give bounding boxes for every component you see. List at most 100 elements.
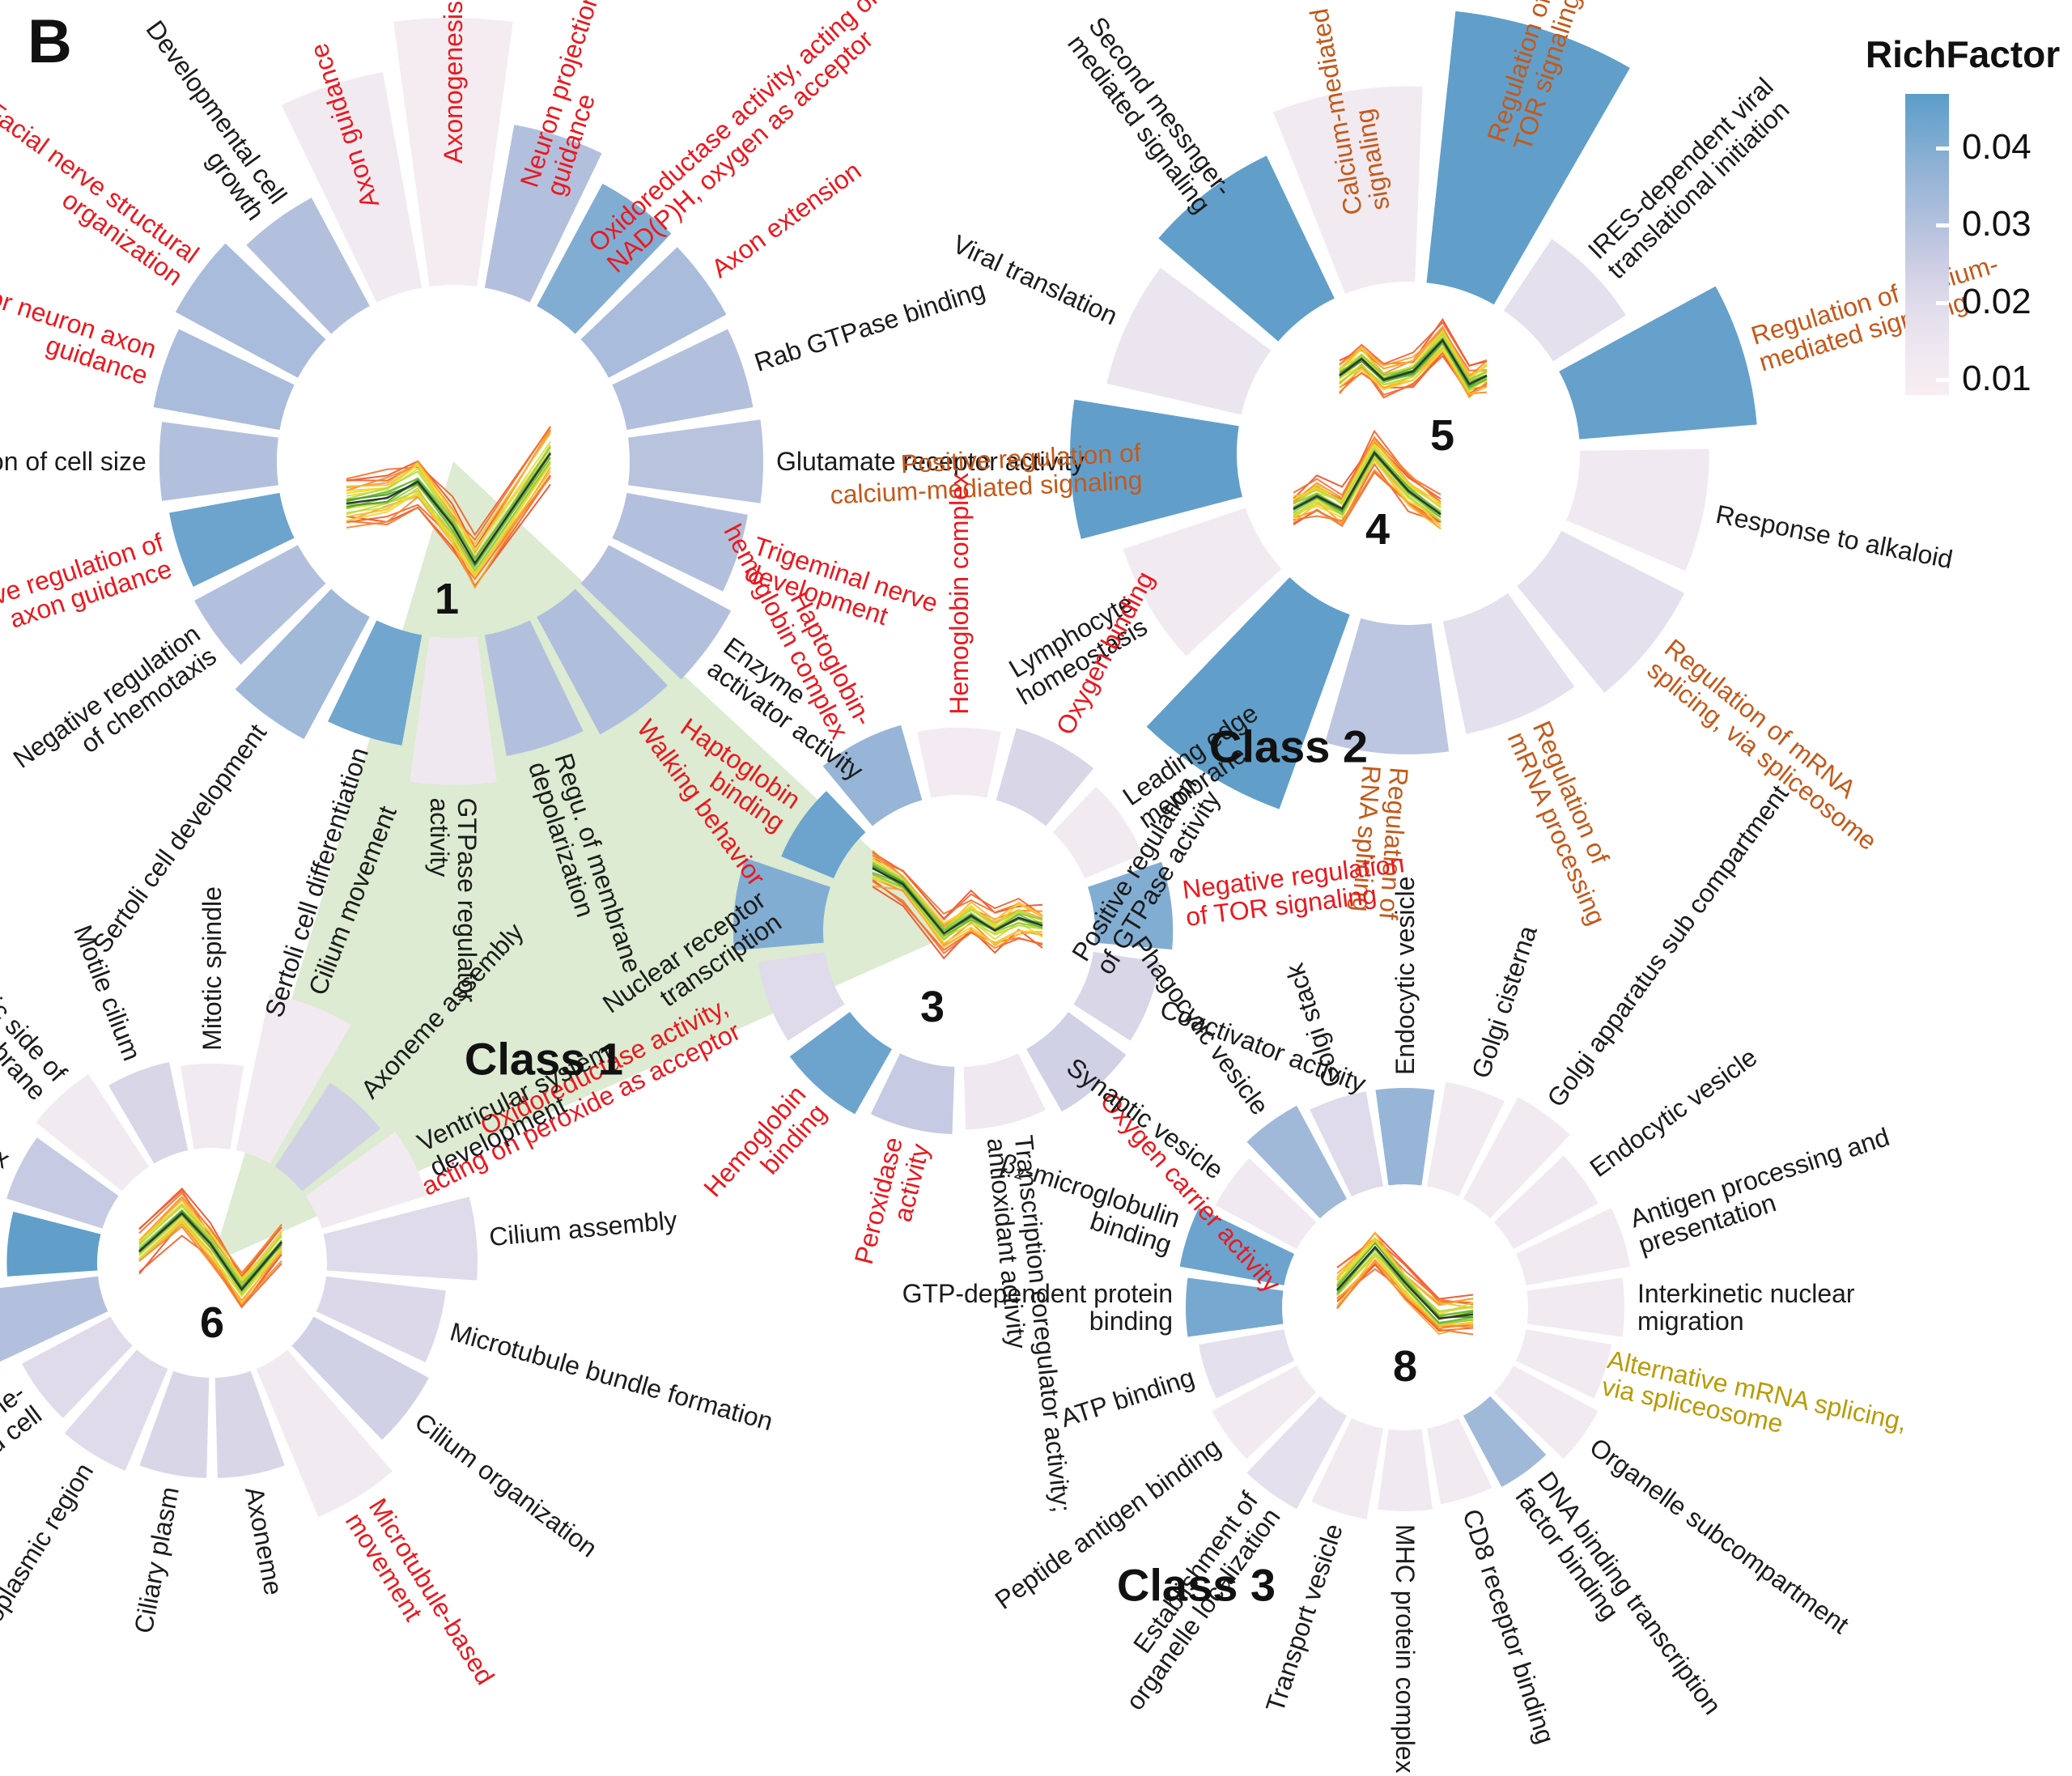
cluster-number: 3 — [920, 983, 945, 1031]
go-term-label: activity — [425, 798, 454, 877]
go-term-bar — [6, 1211, 101, 1277]
go-term-label-group: Cilium organization — [410, 1407, 603, 1563]
go-term-bar — [1310, 1091, 1383, 1197]
go-term-bar — [1426, 11, 1630, 305]
go-term-bar — [1427, 1081, 1505, 1197]
go-term-bar — [1566, 448, 1709, 571]
cluster-6-profile-plot — [138, 1188, 282, 1309]
go-term-label: Glutamate receptor activity — [776, 447, 1085, 476]
go-term-bar — [628, 419, 763, 503]
expression-line — [138, 1195, 282, 1275]
go-term-label-group: Cytoplasmic region — [0, 1458, 99, 1660]
go-term-bar — [316, 1276, 446, 1362]
go-term-bar — [175, 243, 326, 378]
expression-line — [872, 864, 1043, 930]
go-term-bar — [1463, 1396, 1547, 1487]
go-term-bar — [180, 1063, 244, 1149]
go-term-bar — [789, 1012, 892, 1115]
go-term-bar — [917, 727, 1001, 798]
go-term-bar — [1123, 508, 1282, 656]
class-label-class-3: Class 3 — [1116, 1559, 1276, 1611]
expression-line — [1293, 462, 1441, 525]
go-term-bar — [996, 728, 1094, 826]
go-term-label: Hemoglobin complex — [945, 473, 974, 715]
go-term-label: Cilium organization — [410, 1407, 603, 1563]
go-term-label-group: Transport vesicle — [1260, 1520, 1348, 1716]
go-term-bar — [870, 1053, 955, 1135]
go-term-bar — [1215, 1158, 1317, 1250]
go-term-label-group: Microtubule bundle formation — [447, 1317, 776, 1437]
cluster-number: 4 — [1365, 505, 1390, 554]
go-term-bar — [159, 422, 278, 501]
richfactor-gradient — [1905, 94, 1949, 395]
go-term-bar — [1273, 86, 1423, 294]
go-term-label-group: Hemoglobin complex — [945, 473, 974, 715]
go-term-bar — [1515, 1329, 1611, 1399]
go-term-label: GTPase regulator — [452, 798, 482, 1003]
go-term-bar — [1212, 1365, 1317, 1459]
go-term-bar — [732, 857, 830, 951]
expression-line — [1293, 469, 1441, 527]
go-term-bar — [0, 1276, 108, 1362]
go-term-bar — [1493, 1365, 1599, 1459]
mean-expression-line — [346, 452, 551, 566]
go-term-bar — [108, 1062, 189, 1164]
expression-line — [138, 1221, 282, 1298]
go-term-label: Golgi cisterna — [1466, 922, 1543, 1081]
go-term-bar — [6, 1137, 119, 1229]
go-term-bar — [612, 329, 754, 431]
go-term-label: Microtubule bundle formation — [447, 1317, 776, 1437]
go-term-bar — [22, 1316, 133, 1418]
mean-expression-line — [1339, 338, 1488, 385]
go-term-label-group: Ciliary plasm — [129, 1485, 185, 1636]
go-term-label: translational initiation — [1602, 95, 1795, 285]
cluster-1 — [153, 18, 763, 785]
go-term-bar — [169, 492, 295, 587]
go-term-bar — [256, 1349, 393, 1518]
cluster-8 — [1179, 1081, 1631, 1519]
go-term-label: Endocytic vesicle — [1391, 877, 1420, 1075]
go-term-label: Transport vesicle — [1260, 1520, 1348, 1716]
expression-line — [346, 430, 551, 550]
go-term-bar — [1442, 593, 1575, 734]
cluster-number: 6 — [200, 1298, 224, 1347]
go-term-label: Axoneme — [240, 1485, 288, 1598]
go-term-bar — [1246, 1396, 1348, 1510]
go-term-bar — [1463, 1097, 1570, 1219]
go-term-label: migration — [1637, 1307, 1744, 1336]
cluster-3 — [732, 724, 1174, 1135]
legend-tick-mark — [1936, 377, 1949, 382]
go-term-bar — [274, 1082, 381, 1192]
legend-tick-mark — [1936, 146, 1949, 151]
mean-expression-line — [138, 1212, 282, 1292]
legend-tick-label: 0.01 — [1962, 358, 2032, 398]
cluster-4-5-profile-plot — [1339, 317, 1488, 399]
go-term-label: Mitotic spindle — [197, 886, 227, 1051]
mean-expression-line — [1336, 1245, 1474, 1320]
expression-line — [346, 461, 551, 575]
legend-tick-mark — [1936, 300, 1949, 305]
go-term-label: Regulation of mRNA — [1659, 633, 1862, 804]
go-term-label: Sertoli cell development — [87, 718, 272, 958]
go-term-bar — [1070, 399, 1242, 539]
go-term-bar — [1179, 1208, 1295, 1285]
go-term-bar — [291, 1316, 429, 1440]
go-term-bar — [328, 620, 422, 746]
go-term-label: Cytoplasmic region — [0, 1458, 99, 1660]
go-term-label-group: Phagocytic vesicle — [1126, 931, 1275, 1120]
cluster-4-5-profile-plot — [1293, 429, 1441, 530]
go-term-bar — [537, 183, 672, 334]
go-term-label-group: ATP binding — [1057, 1362, 1198, 1433]
go-term-bar — [1199, 1329, 1295, 1399]
go-term-label-group: Endocytic vesicle — [1585, 1042, 1763, 1182]
cluster-number: 8 — [1393, 1342, 1417, 1391]
go-term-bar — [1493, 1155, 1599, 1250]
go-term-label: Rab GTPase binding — [751, 275, 989, 377]
go-term-label: GTP-dependent protein — [902, 1279, 1173, 1308]
